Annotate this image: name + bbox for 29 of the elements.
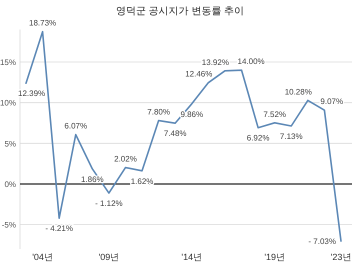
data-label: 12.46% [185, 70, 212, 79]
x-tick-label: '23년 [330, 252, 352, 262]
data-label: 7.48% [164, 129, 187, 138]
x-tick-label: '09년 [98, 252, 120, 262]
data-label: - 4.21% [45, 224, 73, 234]
x-tick-label: '19년 [264, 252, 286, 262]
y-tick-label: 5% [4, 139, 16, 148]
y-tick-label: 0% [4, 180, 16, 189]
y-tick-label: 10% [0, 98, 16, 108]
data-label: 7.52% [263, 110, 286, 119]
chart-title: 영덕군 공시지가 변동률 추이 [116, 6, 244, 17]
data-label: 6.07% [64, 122, 88, 131]
data-label: - 1.12% [95, 199, 123, 208]
data-label: 13.92% [202, 58, 229, 67]
y-tick-label: 15% [0, 58, 16, 68]
data-label: 10.28% [284, 87, 312, 96]
data-label: 9.07% [320, 97, 344, 106]
x-tick-label: '04년 [32, 252, 53, 262]
data-label: 7.80% [147, 108, 170, 117]
x-tick-label: '14년 [181, 252, 202, 262]
data-label: 12.39% [18, 89, 46, 98]
y-tick-label: -5% [2, 220, 16, 230]
data-label: 2.02% [114, 154, 137, 164]
data-label: 18.73% [29, 18, 56, 28]
data-label: 7.13% [280, 132, 303, 141]
data-label: 1.62% [130, 176, 154, 186]
data-label: 14.00% [238, 57, 265, 66]
data-label: - 7.03% [308, 237, 336, 246]
data-label: 6.92% [246, 134, 270, 143]
